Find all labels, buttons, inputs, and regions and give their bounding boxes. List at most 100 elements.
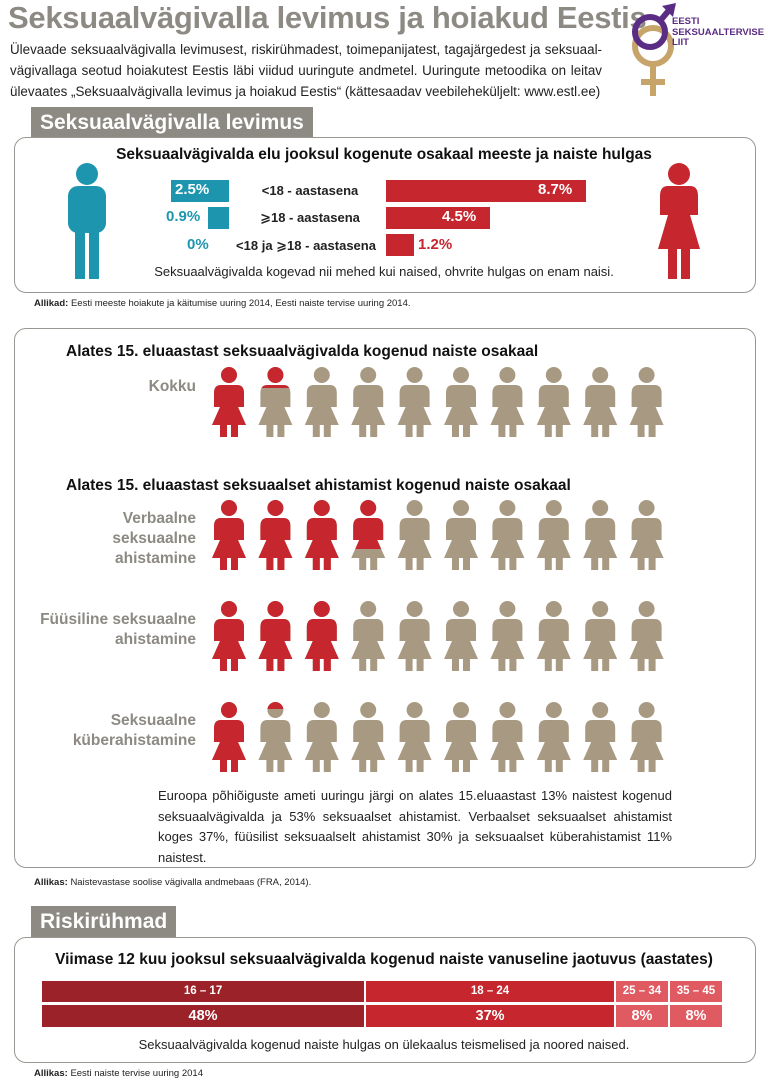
woman-figure-icon (351, 500, 386, 570)
age-category-label: ⩾18 - aastasena (260, 210, 360, 225)
pictogram-svg (212, 702, 664, 772)
female-value-label: 1.2% (418, 236, 453, 253)
age-group-label: 35 – 45 (669, 981, 722, 1002)
pictogram-source: Allikas: Naistevastase soolise vägivalla… (34, 877, 311, 888)
woman-figure-icon (397, 702, 432, 772)
source-text: Eesti meeste hoiakute ja käitumise uurin… (70, 298, 411, 309)
woman-figure-icon (258, 702, 293, 772)
age-category-label: <18 ja ⩾18 - aastasena (236, 238, 376, 253)
woman-figure-icon (304, 601, 339, 671)
male-value-label: 0.9% (166, 208, 201, 225)
page-title: Seksuaalvägivalla levimus ja hoiakud Ees… (8, 0, 647, 35)
pictogram-title-1: Alates 15. eluaastast seksuaalvägivalda … (66, 343, 539, 360)
logo-line-2: SEKSUAALTERVISE (672, 26, 765, 38)
woman-figure-icon (444, 367, 478, 437)
woman-figure-icon (304, 500, 339, 570)
pictogram-row (212, 500, 672, 570)
age-group-value: 37% (366, 1005, 614, 1027)
woman-figure-icon (536, 500, 571, 570)
source-label: Allikad: (34, 298, 69, 309)
pictogram-svg (212, 500, 664, 570)
venus-mars-logo-icon (632, 3, 676, 96)
woman-figure-icon (629, 367, 664, 437)
age-group-label: 25 – 34 (615, 981, 668, 1002)
source-text: Naistevastase soolise vägivalla andmebaa… (70, 877, 312, 888)
woman-figure-icon (536, 702, 571, 772)
woman-figure-icon (490, 702, 525, 772)
male-value-label: 0% (187, 236, 209, 253)
pictogram-row-label: Verbaalne seksuaalne ahistamine (112, 510, 196, 567)
woman-figure-icon (444, 500, 478, 570)
woman-figure-icon (444, 601, 478, 671)
female-bar (386, 234, 414, 256)
woman-figure-icon (444, 702, 478, 772)
female-value-label: 8.7% (538, 181, 573, 198)
woman-figure-icon (351, 367, 386, 437)
logo-line-1: EESTI (672, 16, 700, 27)
woman-figure-icon (629, 601, 664, 671)
woman-figure-icon (629, 500, 664, 570)
woman-figure-icon (397, 500, 432, 570)
source-text: Eesti naiste tervise uuring 2014 (70, 1068, 203, 1079)
pictogram-row (212, 601, 672, 671)
woman-figure-icon (351, 601, 386, 671)
prevalence-panel (14, 137, 756, 293)
woman-figure-icon (629, 702, 664, 772)
pictogram-row (212, 367, 672, 437)
pictogram-row (212, 702, 672, 772)
pictogram-row-label: Füüsiline seksuaalne ahistamine (40, 611, 196, 648)
woman-figure-icon (536, 601, 571, 671)
woman-figure-icon (304, 367, 339, 437)
woman-figure-icon (583, 702, 618, 772)
source-label: Allikas: (34, 1068, 68, 1079)
logo-text: EESTI SEKSUAALTERVISE LIIT (672, 16, 765, 49)
woman-figure-icon (397, 367, 432, 437)
woman-figure-icon (258, 601, 293, 671)
woman-figure-icon (583, 500, 618, 570)
woman-figure-icon (212, 601, 246, 671)
pictogram-title-2: Alates 15. eluaastast seksuaalset ahista… (66, 477, 571, 494)
intro-text: Ülevaade seksuaalvägivalla levimusest, r… (10, 42, 602, 99)
age-group-value: 8% (615, 1005, 668, 1027)
prevalence-source: Allikad: Eesti meeste hoiakute ja käitum… (34, 298, 411, 309)
woman-figure-icon (397, 601, 432, 671)
woman-figure-icon (212, 500, 246, 570)
female-value-label: 4.5% (442, 208, 477, 225)
pictogram-svg (212, 367, 664, 437)
risk-chart-title: Viimase 12 kuu jooksul seksuaalvägivalda… (55, 951, 713, 968)
female-figure-icon (658, 163, 700, 279)
woman-figure-icon (212, 702, 246, 772)
prevalence-note: Seksuaalvägivalda kogevad nii mehed kui … (154, 264, 614, 279)
section-tab-risk: Riskirühmad (31, 906, 177, 938)
female-bar (386, 180, 586, 202)
section-tab-prevalence: Seksuaalvägivalla levimus (31, 107, 313, 139)
male-bar (208, 207, 229, 229)
age-group-label: 18 – 24 (366, 981, 614, 1002)
age-group-value: 48% (42, 1005, 365, 1027)
woman-figure-icon (258, 500, 293, 570)
risk-source: Allikas: Eesti naiste tervise uuring 201… (34, 1068, 203, 1079)
woman-figure-icon (351, 702, 386, 772)
woman-figure-icon (536, 367, 571, 437)
pictogram-row-label: Seksuaalne küberahistamine (72, 712, 196, 749)
woman-figure-icon (583, 367, 618, 437)
age-distribution-chart: 16 – 17 48% 18 – 24 37% 25 – 34 8% 35 – 45 8% (42, 981, 724, 1027)
pictogram-note: Euroopa põhiõiguste ameti uuringu järgi … (158, 788, 672, 865)
male-bar (171, 180, 229, 202)
woman-figure-icon (258, 367, 293, 437)
woman-figure-icon (304, 702, 339, 772)
woman-figure-icon (212, 367, 246, 437)
female-bar (386, 207, 490, 229)
source-label: Allikas: (34, 877, 68, 888)
woman-figure-icon (583, 601, 618, 671)
pictogram-row-label: Kokku (148, 378, 196, 395)
male-figure-icon (68, 163, 106, 279)
woman-figure-icon (490, 500, 525, 570)
age-group-value: 8% (669, 1005, 722, 1027)
woman-figure-icon (490, 601, 525, 671)
woman-figure-icon (490, 367, 525, 437)
pictogram-panel (14, 328, 756, 868)
male-value-label: 2.5% (175, 181, 210, 198)
age-group-label: 16 – 17 (42, 981, 365, 1002)
risk-note: Seksuaalvägivalda kogenud naiste hulgas … (138, 1037, 630, 1052)
